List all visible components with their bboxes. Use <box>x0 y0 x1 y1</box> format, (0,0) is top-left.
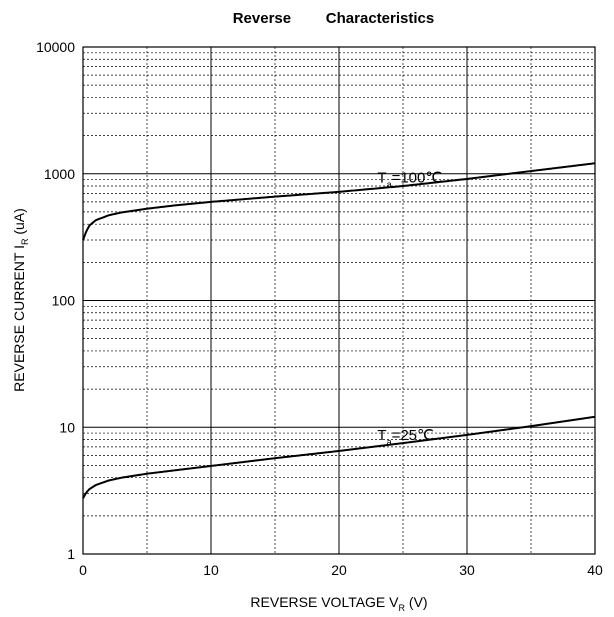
x-tick-label: 0 <box>79 562 87 578</box>
y-axis-label-main: REVERSE CURRENT I <box>11 245 27 392</box>
plot-frame <box>82 46 596 555</box>
y-tick-label: 100 <box>52 293 76 309</box>
curve-labels: Ta=100℃ Ta=25℃ <box>377 169 442 447</box>
series-line-0 <box>82 162 596 241</box>
x-tick-label: 30 <box>459 562 475 578</box>
chart-title-part2: Characteristics <box>326 10 434 27</box>
y-axis-label-sub: R <box>20 238 30 245</box>
y-tick-label: 10 <box>59 419 75 435</box>
chart-title-part1: Reverse <box>233 10 291 27</box>
y-axis-label-unit: (uA) <box>11 208 27 238</box>
x-axis-label: REVERSE VOLTAGE VR (V) <box>250 594 427 613</box>
x-axis-label-sub: R <box>399 603 406 613</box>
y-tick-label: 1000 <box>44 166 75 182</box>
chart-title: Reverse Characteristics <box>233 10 434 27</box>
curves <box>82 162 596 499</box>
x-tick-labels: 0 10 20 30 40 <box>79 562 603 578</box>
x-axis-label-unit: (V) <box>405 594 428 610</box>
series-line-1 <box>82 415 596 499</box>
y-axis-label: REVERSE CURRENT IR (uA) <box>11 208 30 392</box>
grid <box>83 47 595 554</box>
y-tick-label: 1 <box>67 546 75 562</box>
y-tick-labels: 1 10 100 1000 10000 <box>36 39 75 562</box>
series-label-0: Ta=100℃ <box>377 169 442 189</box>
y-tick-label: 10000 <box>36 39 75 55</box>
x-axis-label-main: REVERSE VOLTAGE V <box>250 594 399 610</box>
x-tick-label: 10 <box>203 562 219 578</box>
series-label-1: Ta=25℃ <box>377 427 433 447</box>
x-tick-label: 20 <box>331 562 347 578</box>
x-tick-label: 40 <box>587 562 603 578</box>
